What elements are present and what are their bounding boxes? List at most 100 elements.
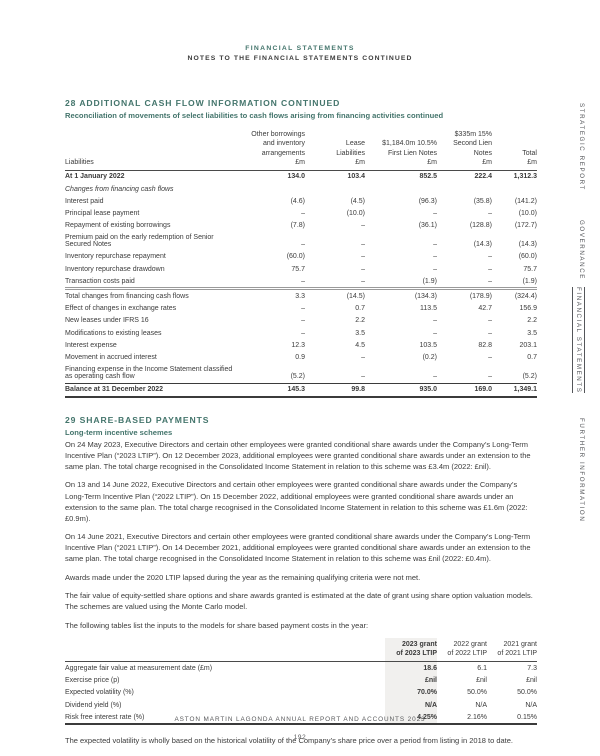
cell-value: 50.0%	[517, 689, 537, 697]
cell-value: –	[305, 275, 365, 291]
cell-value: (10.0)	[346, 209, 365, 217]
column-header: 2021 grant of 2021 LTIP	[487, 638, 537, 663]
cell-value: (4.5)	[350, 197, 365, 205]
cell-value: –	[301, 209, 305, 217]
cell-value: 99.8	[305, 383, 365, 398]
cell-value: 2.16%	[437, 711, 487, 726]
cell-value: –	[488, 317, 492, 325]
cell-value: 3.5	[355, 329, 365, 337]
cell-value: –	[437, 275, 492, 291]
section-cash-flow: 28 ADDITIONAL CASH FLOW INFORMATION CONT…	[65, 98, 537, 398]
cell-value: (5.2)	[492, 363, 537, 384]
ltip-paragraph-2023: On 24 May 2023, Executive Directors and …	[65, 439, 531, 471]
row-label: Aggregate fair value at measurement date…	[65, 664, 213, 672]
cell-value: –	[365, 363, 437, 384]
page-title: NOTES TO THE FINANCIAL STATEMENTS CONTIN…	[187, 55, 413, 63]
cell-value: 935.0	[365, 383, 437, 398]
cell-value: 134.0	[287, 173, 305, 181]
cell-value: 12.3	[291, 341, 305, 349]
row-label: Exercise price (p)	[65, 677, 120, 685]
cell-value: (14.5)	[346, 293, 365, 301]
table-row: Premium paid on the early redemption of …	[65, 232, 537, 251]
cell-value: 169.0	[437, 383, 492, 398]
section-28-subheading: Reconciliation of movements of select li…	[65, 111, 444, 121]
cell-value: 75.7	[291, 265, 305, 273]
row-label: New leases under IFRS 16	[65, 317, 149, 325]
table-row: Dividend yield (%) N/A N/A N/A	[65, 698, 537, 712]
table-row: Inventory repurchase drawdown 75.7 – – – 75.7	[65, 263, 537, 275]
cell-value: (14.3)	[473, 241, 492, 249]
table-row: Expected volatility (%) 70.0% 50.0% 50.0%	[65, 686, 537, 699]
table-row: Balance at 31 December 2022 145.3 99.8 935.…	[65, 383, 537, 398]
sidebar-item-governance[interactable]: GOVERNANCE	[578, 220, 585, 281]
cell-value: –	[301, 241, 305, 249]
row-label: At 1 January 2022	[65, 173, 125, 181]
cell-value: 50.0%	[467, 689, 487, 697]
content-area: 28 ADDITIONAL CASH FLOW INFORMATION CONT…	[65, 98, 537, 746]
table-row: Principal lease payment – (10.0) – – (10.0)	[65, 207, 537, 219]
table-row: Movement in accrued interest 0.9 – (0.2) – 0.…	[65, 351, 537, 363]
row-label: Principal lease payment	[65, 209, 140, 217]
cell-value: (5.2)	[235, 363, 305, 384]
cell-value: –	[361, 353, 365, 361]
cell-value: –	[361, 222, 365, 230]
cell-value: 1,349.1	[492, 383, 537, 398]
sidebar-item-financial-statements[interactable]: FINANCIAL STATEMENTS	[572, 287, 585, 394]
ltip-inputs-table: 2023 grant of 2023 LTIP 2022 grant of 202…	[65, 638, 537, 726]
cell-value: 852.5	[419, 173, 437, 181]
cell-value: –	[433, 209, 437, 217]
cell-value: 203.1	[519, 341, 537, 349]
column-header: Other borrowings and inventory arrangeme…	[235, 128, 305, 171]
cell-value: 4.25%	[385, 711, 437, 726]
page-header: FINANCIAL STATEMENTS NOTES TO THE FINANC…	[0, 0, 600, 64]
cell-value: 103.4	[347, 173, 365, 181]
row-label: Total changes from financing cash flows	[65, 293, 189, 301]
table-row: Interest expense 12.3 4.5 103.5 82.8 203.1	[65, 339, 537, 351]
section-29-heading: 29 SHARE-BASED PAYMENTS	[65, 414, 210, 425]
cell-value: (60.0)	[518, 253, 537, 261]
row-label: Risk free interest rate (%)	[65, 711, 385, 726]
row-label: Dividend yield (%)	[65, 701, 122, 709]
cell-value: (4.6)	[290, 197, 305, 205]
cell-value: 145.3	[235, 383, 305, 398]
table-row: Repayment of existing borrowings (7.8) – (3…	[65, 220, 537, 232]
table-row: Changes from financing cash flows	[65, 183, 537, 195]
cell-value: (1.9)	[365, 275, 437, 291]
cell-value: 113.5	[420, 305, 437, 313]
cell-value: £nil	[526, 677, 537, 685]
cell-value: 3.5	[527, 329, 537, 337]
cell-value: –	[488, 353, 492, 361]
cell-value: £nil	[385, 674, 437, 687]
cell-value: –	[488, 209, 492, 217]
table-intro-paragraph: The following tables list the inputs to …	[65, 620, 369, 630]
cell-value	[235, 183, 305, 195]
cell-value: 0.7	[355, 305, 365, 313]
cell-value	[305, 183, 365, 195]
sidebar-item-strategic-report[interactable]: STRATEGIC REPORT	[578, 103, 585, 191]
cell-value: N/A	[475, 701, 487, 709]
cell-value: –	[488, 265, 492, 273]
section-29-subheading: Long-term incentive schemes	[65, 427, 173, 437]
table-row: Modifications to existing leases – 3.5 – – 3.…	[65, 327, 537, 339]
cell-value	[365, 183, 437, 195]
row-label: Transaction costs paid	[65, 275, 235, 291]
sidebar-item-further-information[interactable]: FURTHER INFORMATION	[578, 418, 585, 523]
cashflow-table-body: At 1 January 2022 134.0 103.4 852.5 222.4 1,3…	[65, 170, 537, 398]
cell-value: –	[433, 265, 437, 273]
table-row: Interest paid (4.6) (4.5) (96.3) (35.8) (141.…	[65, 195, 537, 207]
cell-value: (36.1)	[418, 222, 437, 230]
cell-value: (141.2)	[514, 197, 537, 205]
cell-value: (14.3)	[518, 241, 537, 249]
cell-value: (0.2)	[422, 353, 437, 361]
table-row: Total changes from financing cash flows 3…	[65, 289, 537, 303]
cell-value: –	[437, 363, 492, 384]
cell-value: (134.3)	[414, 293, 437, 301]
cell-value: (60.0)	[286, 253, 305, 261]
cell-value	[437, 183, 492, 195]
cell-value: 1,312.3	[513, 173, 537, 181]
cell-value: 222.4	[474, 173, 492, 181]
cash-flow-reconciliation-table: Liabilities Other borrowings and inventor…	[65, 128, 537, 398]
column-header: 2022 grant of 2022 LTIP	[437, 638, 487, 663]
ltip-table-body: Aggregate fair value at measurement date…	[65, 661, 537, 726]
column-header: $1,184.0m 10.5% First Lien Notes £m	[365, 128, 437, 171]
